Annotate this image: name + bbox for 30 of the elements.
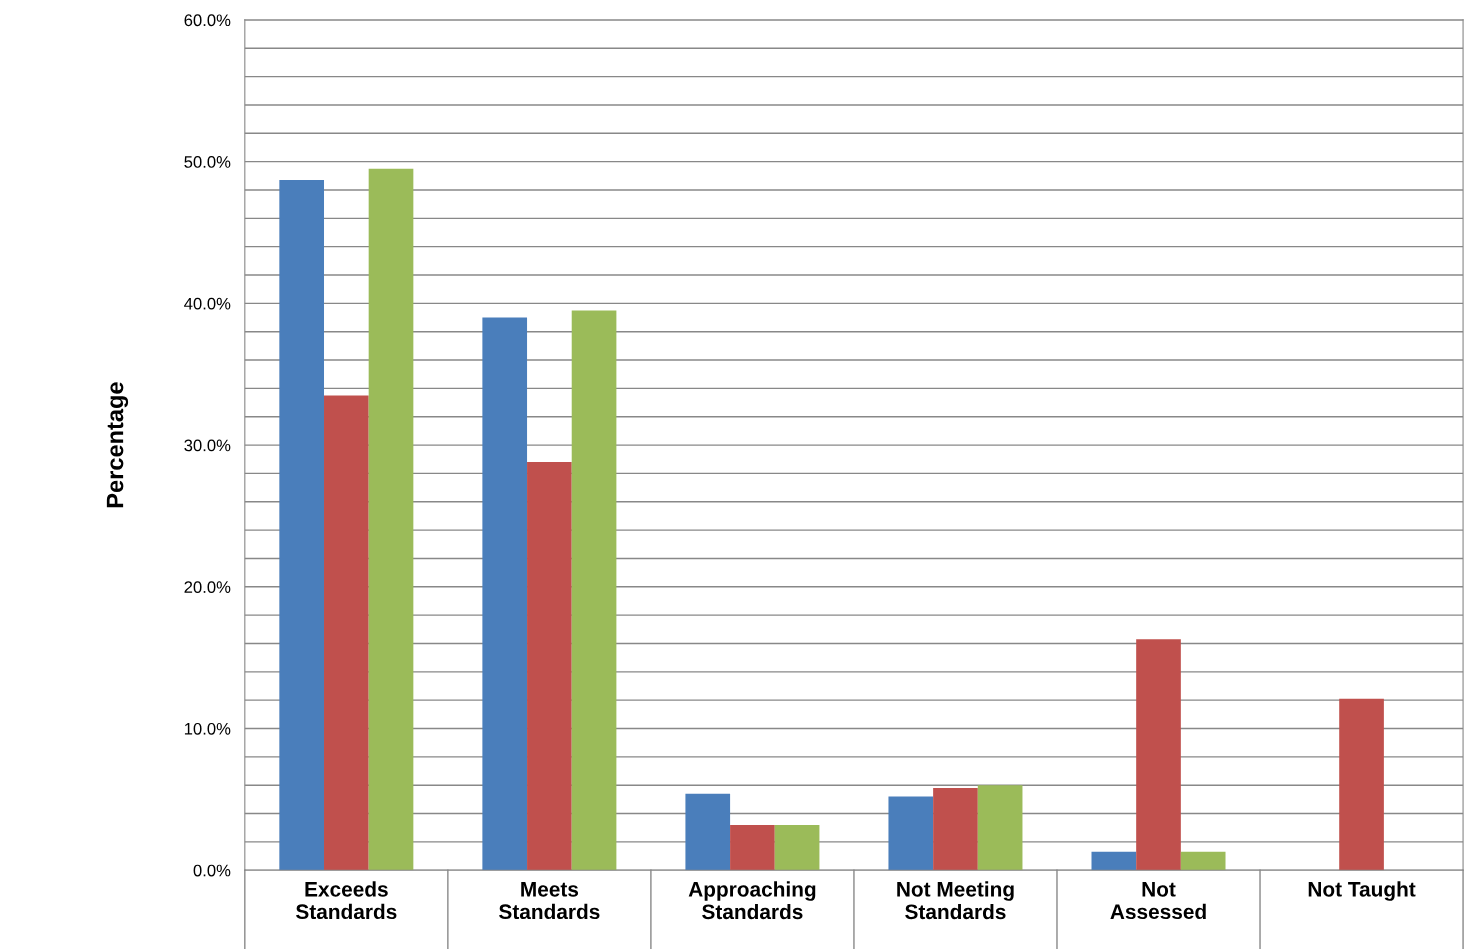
bar <box>482 317 528 871</box>
bar <box>1091 851 1137 871</box>
x-tick-label: Meets Standards <box>499 882 600 920</box>
bar <box>527 462 572 871</box>
x-tick-label: Approaching Standards <box>688 881 816 920</box>
y-tick-label: 10.0% <box>184 722 231 735</box>
y-axis-title: Percentage <box>106 382 129 508</box>
x-tick-label: Not Assessed <box>1110 882 1206 920</box>
y-tick-label: 30.0% <box>184 439 231 452</box>
bar <box>324 395 369 871</box>
bar <box>1136 639 1181 871</box>
x-tick-label: Not Taught <box>1308 881 1416 901</box>
x-tick-label: Not Meeting Standards <box>897 881 1014 920</box>
bar <box>1180 851 1226 871</box>
bar <box>685 793 731 871</box>
y-tick-label: 60.0% <box>184 14 231 27</box>
x-tick-label: Exceeds Standards <box>296 881 397 920</box>
bar <box>774 824 820 871</box>
bar <box>977 785 1023 871</box>
y-tick-label: 20.0% <box>184 581 231 593</box>
y-tick-label: 40.0% <box>184 297 231 310</box>
bar <box>933 788 978 871</box>
bar <box>730 824 775 871</box>
y-tick-label: 0.0% <box>193 864 231 877</box>
bar <box>1339 698 1384 871</box>
bar <box>888 796 934 871</box>
bar <box>571 310 617 871</box>
y-tick-label: 50.0% <box>184 156 231 168</box>
bar <box>279 180 325 871</box>
bar <box>368 168 414 871</box>
